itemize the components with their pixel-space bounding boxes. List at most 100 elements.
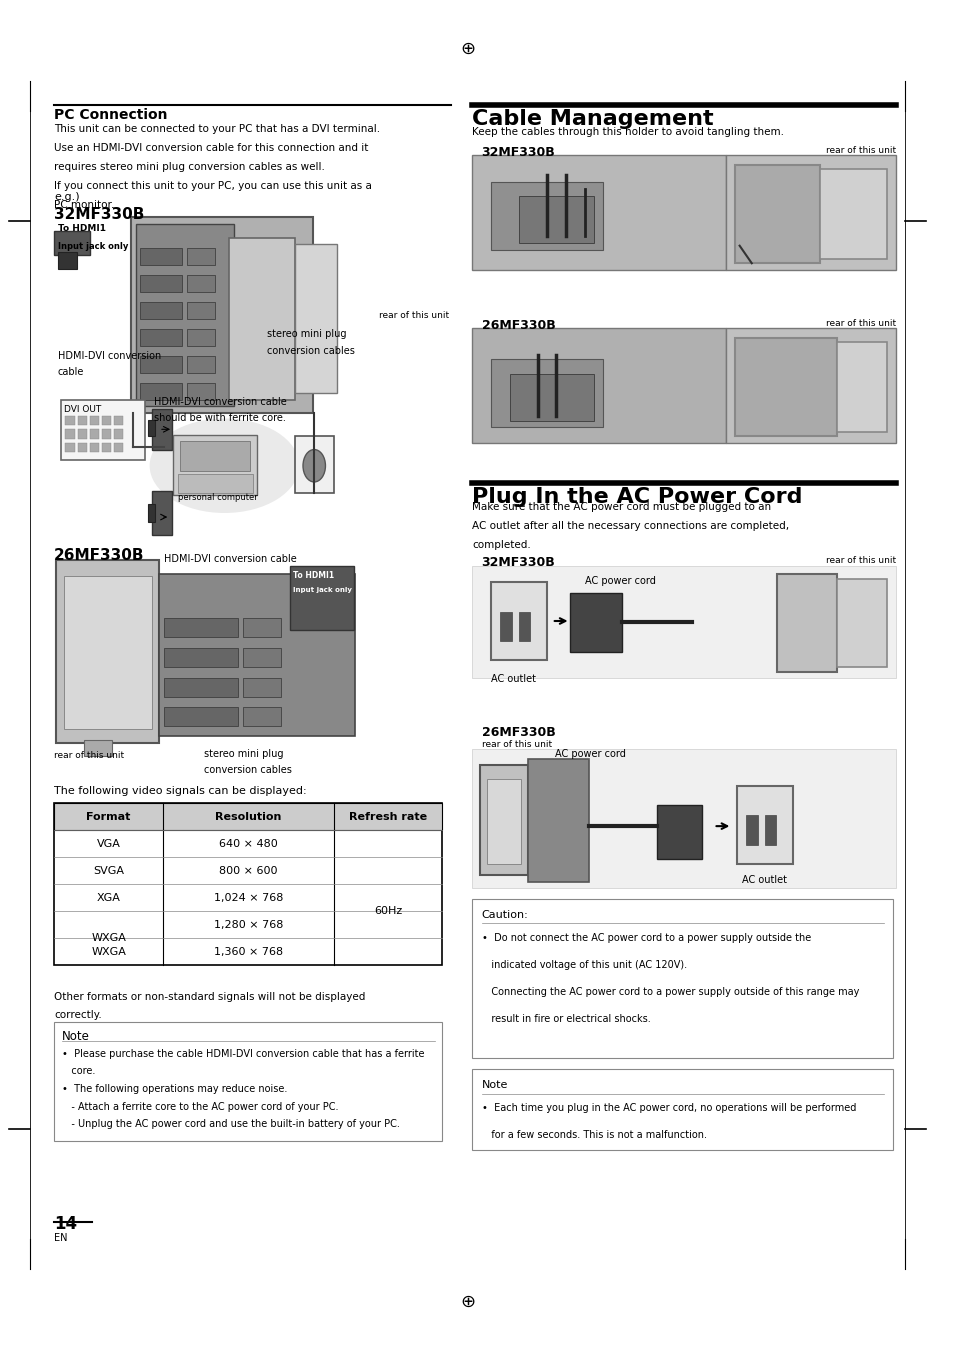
Text: 1,280 × 768: 1,280 × 768 [213, 919, 283, 930]
Text: DVI OUT: DVI OUT [64, 405, 101, 414]
Text: •  Do not connect the AC power cord to a power supply outside the: • Do not connect the AC power cord to a … [481, 933, 810, 942]
Text: 14: 14 [54, 1215, 77, 1233]
Bar [140, 356, 182, 373]
Text: rear of this unit: rear of this unit [54, 751, 124, 760]
Bar [114, 443, 123, 452]
Bar [177, 474, 253, 493]
Bar [570, 593, 621, 652]
Text: Note: Note [62, 1030, 90, 1044]
Text: AC outlet: AC outlet [491, 674, 536, 683]
Bar [187, 383, 214, 400]
Text: Input jack only: Input jack only [58, 242, 129, 251]
Bar [745, 815, 757, 845]
Text: result in fire or electrical shocks.: result in fire or electrical shocks. [481, 1014, 650, 1023]
Bar [472, 749, 895, 888]
Bar [487, 779, 520, 864]
Text: ⊕: ⊕ [459, 1292, 475, 1311]
Bar [84, 740, 112, 756]
Bar [243, 707, 280, 726]
Bar [290, 566, 354, 630]
Bar [66, 429, 74, 439]
Text: HDMI-DVI conversion: HDMI-DVI conversion [58, 351, 161, 360]
Bar [836, 342, 886, 432]
Bar [54, 803, 442, 830]
Bar [499, 612, 511, 641]
Bar [159, 574, 355, 736]
Bar [54, 231, 90, 255]
Text: correctly.: correctly. [54, 1010, 102, 1019]
Text: Format: Format [87, 811, 131, 822]
Bar [518, 196, 593, 243]
Text: 26MF330B: 26MF330B [481, 726, 555, 740]
Text: SVGA: SVGA [93, 865, 124, 876]
Bar [491, 582, 546, 660]
Bar [140, 302, 182, 319]
Text: rear of this unit: rear of this unit [825, 319, 895, 328]
Text: AC outlet: AC outlet [740, 875, 786, 884]
Bar [56, 560, 159, 743]
Bar [528, 759, 589, 882]
Text: The following video signals can be displayed:: The following video signals can be displ… [54, 786, 307, 795]
Bar [152, 409, 172, 450]
Bar [187, 329, 214, 346]
Bar [135, 224, 233, 406]
Text: •  Each time you plug in the AC power cord, no operations will be performed: • Each time you plug in the AC power cor… [481, 1103, 855, 1112]
Bar [479, 765, 528, 875]
Text: Connecting the AC power cord to a power supply outside of this range may: Connecting the AC power cord to a power … [481, 987, 858, 996]
Text: HDMI-DVI conversion cable: HDMI-DVI conversion cable [164, 554, 296, 563]
Bar [736, 786, 792, 864]
Text: WXGA: WXGA [91, 946, 126, 957]
Bar [140, 329, 182, 346]
Text: WXGA: WXGA [91, 933, 126, 944]
Text: rear of this unit: rear of this unit [481, 740, 551, 749]
Bar [734, 165, 819, 263]
Text: completed.: completed. [472, 540, 531, 549]
Text: core.: core. [62, 1066, 95, 1076]
Bar [90, 443, 99, 452]
Bar [172, 435, 257, 495]
Bar [725, 328, 895, 443]
Bar [102, 429, 112, 439]
Bar [152, 491, 172, 535]
Text: Note: Note [481, 1080, 508, 1089]
Text: - Attach a ferrite core to the AC power cord of your PC.: - Attach a ferrite core to the AC power … [62, 1102, 338, 1111]
Text: stereo mini plug: stereo mini plug [266, 329, 346, 339]
Text: personal computer: personal computer [177, 493, 257, 502]
Text: Input jack only: Input jack only [293, 587, 352, 593]
Bar [102, 416, 112, 425]
Bar [180, 441, 250, 471]
Bar [819, 169, 886, 259]
Bar [725, 155, 895, 270]
Text: requires stereo mini plug conversion cables as well.: requires stereo mini plug conversion cab… [54, 162, 325, 171]
Text: e.g.): e.g.) [54, 192, 80, 201]
Bar [777, 574, 836, 672]
Bar [164, 707, 238, 726]
Bar [294, 436, 334, 493]
Text: VGA: VGA [96, 838, 120, 849]
Bar [64, 576, 152, 729]
Bar [77, 429, 87, 439]
Bar [509, 374, 593, 421]
Bar [114, 416, 123, 425]
Text: If you connect this unit to your PC, you can use this unit as a: If you connect this unit to your PC, you… [54, 181, 372, 190]
Text: 32MF330B: 32MF330B [481, 146, 555, 159]
Circle shape [303, 450, 325, 482]
Text: •  Please purchase the cable HDMI-DVI conversion cable that has a ferrite: • Please purchase the cable HDMI-DVI con… [62, 1049, 424, 1058]
Text: 1,024 × 768: 1,024 × 768 [213, 892, 283, 903]
Text: XGA: XGA [96, 892, 120, 903]
Text: 26MF330B: 26MF330B [481, 319, 555, 332]
Bar [148, 420, 155, 436]
Bar [90, 429, 99, 439]
Text: conversion cables: conversion cables [204, 765, 292, 775]
Bar [187, 248, 214, 265]
Text: for a few seconds. This is not a malfunction.: for a few seconds. This is not a malfunc… [481, 1130, 706, 1139]
Bar [491, 182, 602, 250]
Bar [836, 579, 886, 667]
Text: stereo mini plug: stereo mini plug [204, 749, 283, 759]
Bar [518, 612, 530, 641]
Text: ⊕: ⊕ [459, 39, 475, 58]
Bar [764, 815, 776, 845]
Bar [102, 443, 112, 452]
Text: 60Hz: 60Hz [374, 906, 402, 917]
Text: Refresh rate: Refresh rate [349, 811, 427, 822]
